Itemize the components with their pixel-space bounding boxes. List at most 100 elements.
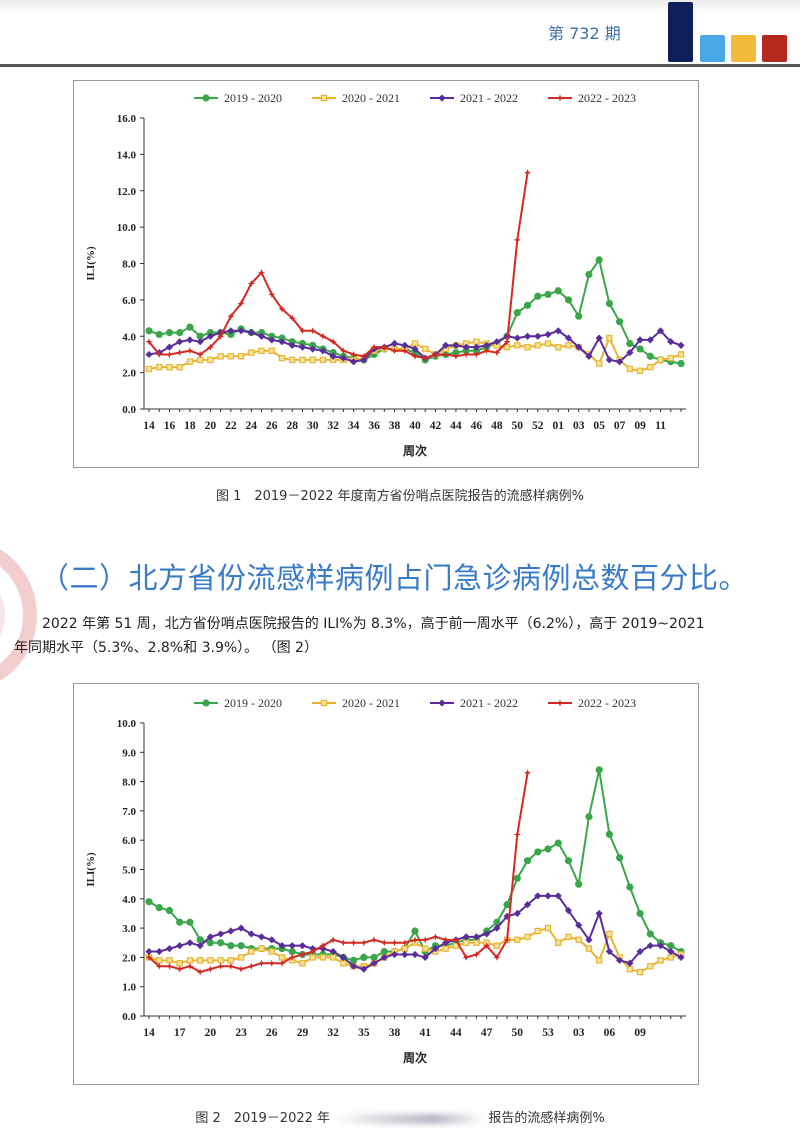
- data-point: [493, 918, 501, 926]
- data-point: [176, 329, 184, 337]
- data-point: [196, 968, 204, 976]
- data-point: [298, 343, 307, 351]
- data-point: [350, 962, 358, 970]
- data-point: [554, 892, 562, 900]
- data-point: [626, 959, 634, 967]
- data-point: [207, 957, 214, 964]
- data-point: [206, 939, 214, 947]
- data-point: [534, 848, 542, 856]
- caption-end: 报告的流感样病例%: [488, 1111, 605, 1126]
- data-point: [493, 942, 501, 949]
- data-point: [288, 314, 296, 322]
- data-point: [339, 939, 347, 947]
- data-point: [513, 909, 521, 918]
- data-point: [595, 766, 603, 774]
- data-point: [268, 332, 276, 340]
- data-point: [155, 903, 163, 912]
- data-point: [309, 948, 317, 956]
- data-point: [217, 939, 225, 947]
- data-point: [514, 342, 521, 349]
- x-tick-label: 18: [184, 420, 196, 432]
- data-point: [442, 341, 450, 349]
- data-point: [555, 939, 562, 946]
- data-point: [186, 358, 194, 365]
- legend-marker: [556, 699, 564, 707]
- series-line-2022-2023: [148, 172, 529, 360]
- data-point: [554, 839, 562, 847]
- data-point: [206, 332, 214, 340]
- data-point: [248, 948, 255, 955]
- data-point: [503, 338, 511, 346]
- data-point: [237, 327, 245, 335]
- data-point: [657, 957, 664, 964]
- data-point: [595, 360, 603, 367]
- x-tick-label: 26: [266, 1027, 278, 1039]
- x-tick-label: 07: [614, 420, 626, 432]
- data-point: [421, 936, 429, 944]
- data-point: [391, 939, 399, 947]
- data-point: [462, 933, 470, 941]
- data-point: [646, 930, 654, 938]
- data-point: [554, 327, 562, 335]
- data-point: [656, 327, 665, 335]
- data-point: [616, 854, 624, 862]
- data-point: [452, 936, 460, 944]
- virus-decoration: [0, 549, 37, 681]
- data-point: [585, 270, 593, 279]
- x-tick-label: 24: [246, 420, 258, 432]
- data-point: [360, 953, 368, 961]
- data-point: [299, 960, 306, 967]
- data-point: [555, 343, 562, 351]
- legend-label: 2019 - 2020: [224, 91, 282, 105]
- x-tick-label: 03: [573, 1027, 585, 1039]
- data-point: [247, 329, 255, 337]
- data-point: [329, 352, 337, 360]
- data-point: [493, 338, 501, 346]
- data-point: [472, 350, 480, 358]
- data-point: [667, 954, 674, 961]
- data-point: [186, 347, 194, 355]
- data-point: [309, 327, 317, 335]
- data-point: [667, 947, 675, 956]
- data-point: [564, 296, 573, 304]
- data-point: [176, 960, 183, 967]
- x-tick-label: 38: [389, 420, 401, 432]
- data-point: [237, 942, 245, 950]
- data-point: [145, 365, 153, 373]
- data-point: [370, 936, 378, 944]
- y-tick-label: 4.0: [122, 331, 136, 343]
- data-point: [646, 352, 654, 360]
- data-point: [431, 945, 440, 953]
- x-tick-label: 17: [174, 1027, 186, 1039]
- data-point: [636, 345, 644, 353]
- x-tick-label: 35: [358, 1027, 370, 1039]
- legend-marker: [438, 699, 446, 707]
- data-point: [278, 959, 286, 967]
- data-point: [575, 312, 583, 320]
- y-tick-label: 9.0: [122, 747, 136, 759]
- data-point: [493, 349, 501, 357]
- data-point: [186, 962, 194, 970]
- y-tick-label: 10.0: [117, 222, 137, 234]
- data-point: [462, 953, 470, 961]
- data-point: [227, 312, 235, 320]
- data-point: [503, 343, 511, 351]
- data-point: [360, 352, 368, 360]
- y-tick-label: 1.0: [122, 982, 136, 994]
- data-point: [196, 338, 204, 346]
- section-paragraph: 2022 年第 51 周，北方省份哨点医院报告的 ILI%为 8.3%，高于前一…: [14, 612, 774, 660]
- data-point: [483, 347, 491, 355]
- data-point: [237, 353, 245, 360]
- data-point: [411, 345, 419, 353]
- data-point: [248, 349, 255, 356]
- data-point: [329, 947, 337, 956]
- data-point: [636, 367, 644, 375]
- data-point: [503, 936, 511, 944]
- data-point: [534, 892, 542, 900]
- y-axis-title: ILI(%): [85, 852, 97, 887]
- x-tick-label: 46: [471, 420, 483, 432]
- x-tick-label: 09: [634, 420, 646, 432]
- x-tick-label: 48: [491, 420, 503, 432]
- data-point: [268, 336, 276, 344]
- data-point: [360, 965, 368, 973]
